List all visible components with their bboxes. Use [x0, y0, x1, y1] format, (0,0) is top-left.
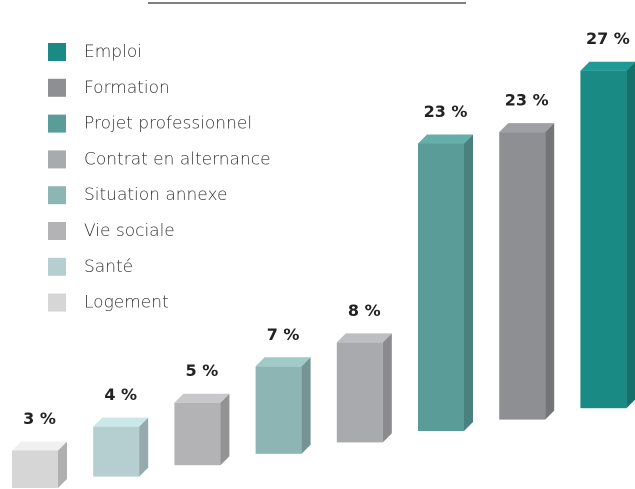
bar-front: [418, 143, 464, 431]
legend-swatch: [48, 43, 66, 61]
bar-top: [93, 417, 149, 427]
legend-label: Logement: [84, 293, 169, 313]
bar-top: [418, 134, 473, 144]
legend-swatch: [48, 150, 66, 169]
bar: [255, 357, 311, 454]
bar-top: [580, 61, 635, 71]
bar-top: [174, 393, 230, 403]
legend-swatch: [48, 114, 66, 133]
bar-side: [626, 62, 635, 409]
data-label: 8 %: [348, 301, 381, 320]
bar-side: [301, 357, 311, 454]
legend-swatch: [48, 293, 66, 312]
legend-label: Contrat en alternance: [84, 149, 271, 169]
bar-top: [336, 333, 392, 343]
data-label: 23 %: [505, 91, 549, 110]
data-label: 5 %: [186, 361, 219, 380]
bar-front: [336, 342, 383, 443]
data-label: 23 %: [424, 102, 468, 121]
bar-side: [382, 333, 392, 443]
bar: [12, 441, 67, 488]
data-label: 3 %: [23, 409, 56, 428]
legend-swatch: [48, 257, 66, 276]
legend-label: Situation annexe: [84, 185, 227, 205]
bar: [336, 333, 392, 443]
data-label: 4 %: [104, 385, 137, 404]
bar-side: [545, 123, 555, 420]
bar-side: [464, 134, 473, 431]
bar-front: [255, 366, 302, 454]
legend-swatch: [48, 222, 66, 240]
bar: [499, 123, 555, 420]
legend-label: Vie sociale: [84, 221, 175, 241]
bar-side: [220, 393, 230, 466]
bar: [174, 393, 230, 466]
data-label: 7 %: [267, 325, 300, 344]
bar: [93, 417, 149, 477]
bar-top: [255, 357, 311, 367]
legend-label: Formation: [84, 78, 170, 98]
legend-label: Santé: [84, 257, 133, 277]
data-label: 27 %: [586, 29, 630, 48]
bar-front: [12, 450, 58, 488]
bar-front: [93, 426, 140, 477]
bar-top: [499, 123, 555, 133]
bar: [418, 134, 473, 431]
legend-label: Emploi: [84, 42, 142, 62]
bar-side: [58, 441, 67, 488]
bar-front: [580, 70, 627, 409]
legend-swatch: [48, 186, 66, 205]
legend-swatch: [48, 78, 66, 97]
legend-label: Projet professionnel: [84, 114, 252, 134]
bar-top: [12, 441, 67, 451]
bar-front: [174, 402, 221, 466]
bar: [580, 61, 635, 409]
bar-side: [139, 417, 149, 477]
bar-front: [499, 132, 546, 420]
